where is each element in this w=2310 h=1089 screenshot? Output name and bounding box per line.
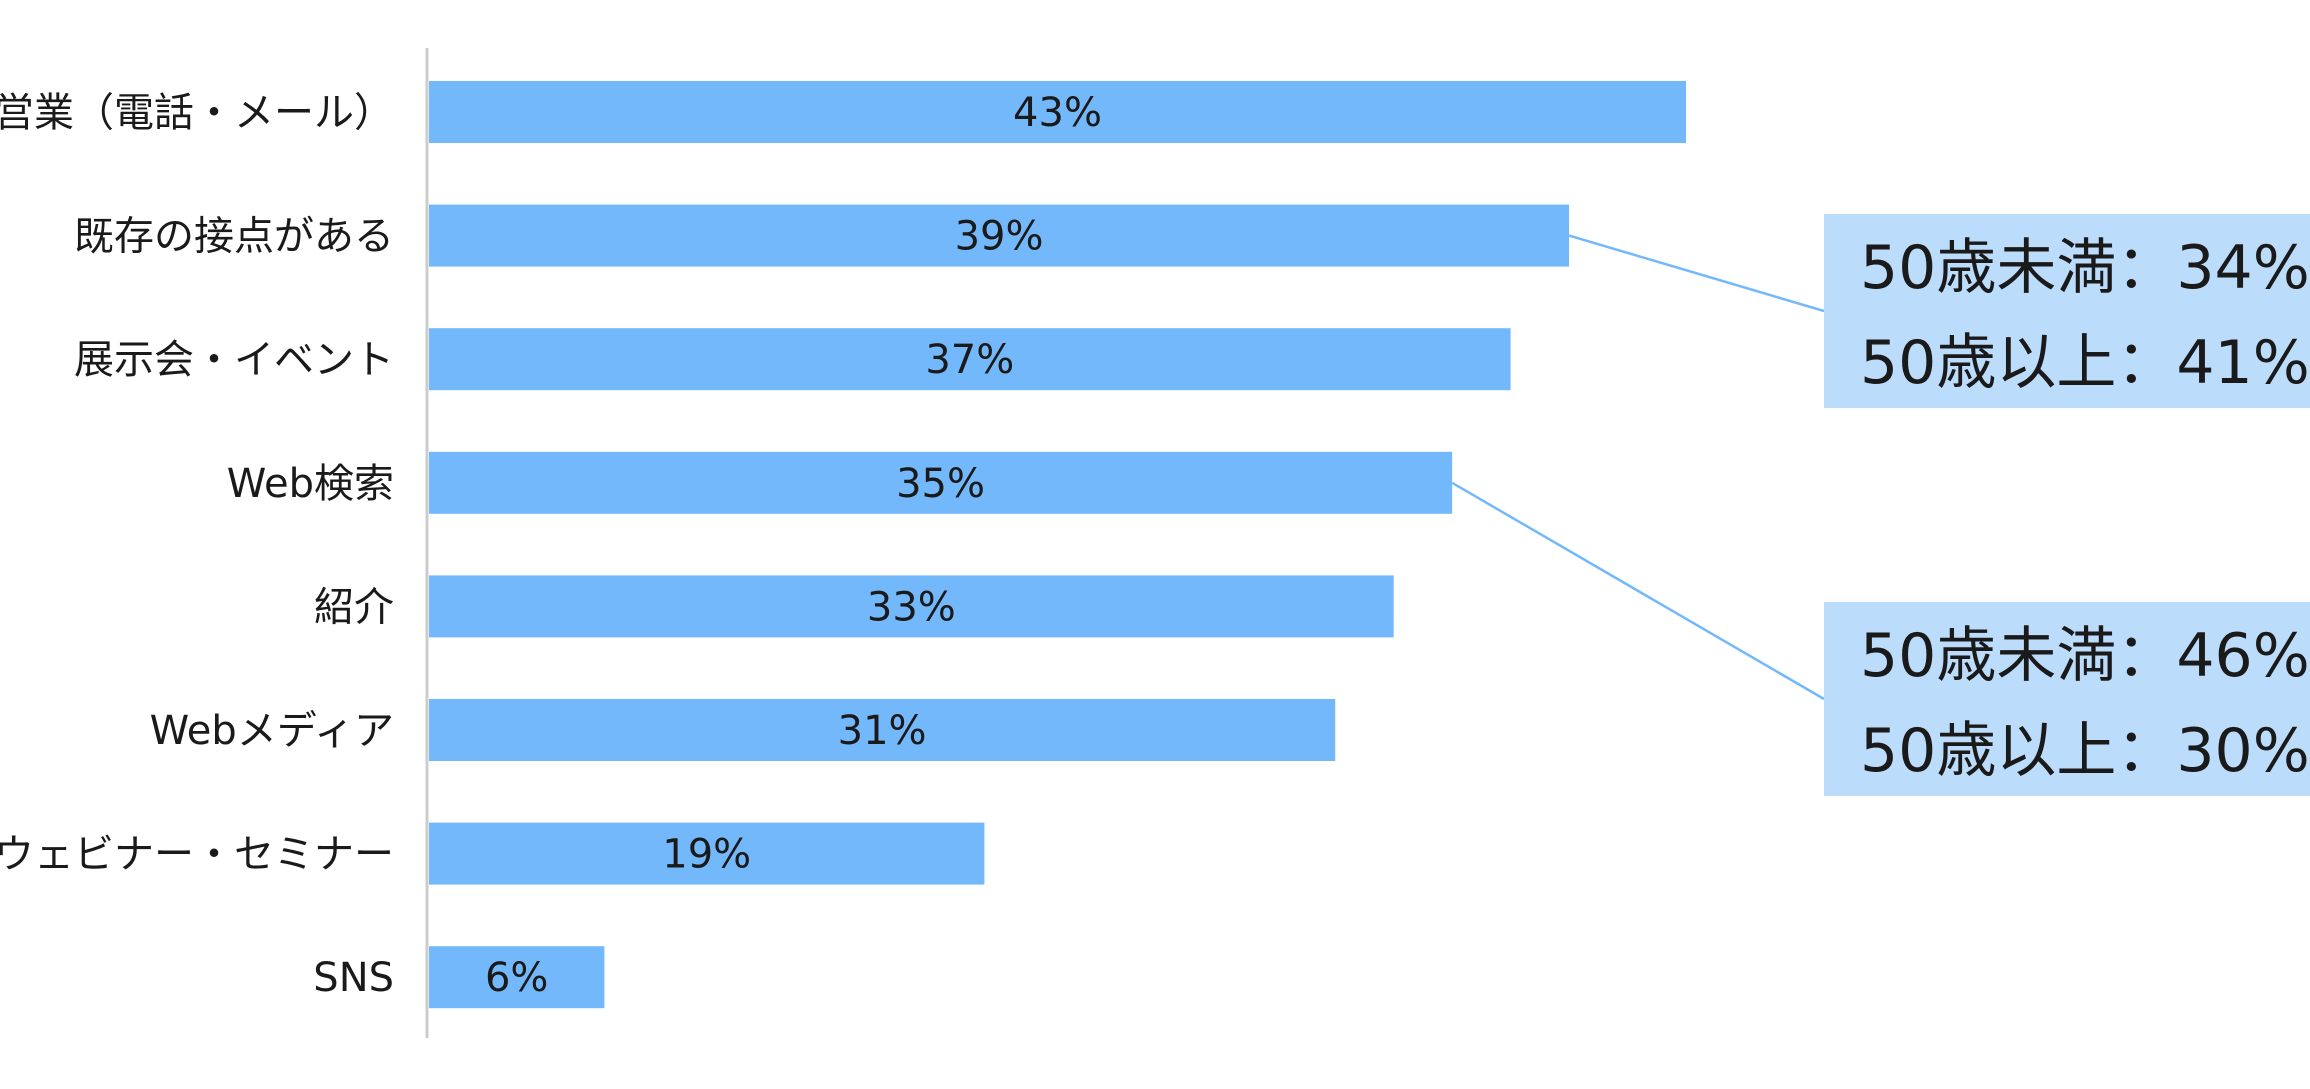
category-label: ウェビナー・セミナー [0,832,394,878]
category-label: SNS [313,955,394,1001]
callout-box [1824,602,2310,796]
callouts-group: 50歳未満：34% 50歳以上：41% 50歳未満：46% 50歳以上：30% [1451,214,2310,796]
bar-value-label: 43% [1013,90,1102,136]
bar [429,946,605,1009]
bar-value-label: 31% [838,708,927,754]
callout-leader-line [1568,234,1825,313]
bar [429,575,1394,638]
callout-leader-line [1451,481,1825,701]
bar [429,328,1511,391]
category-label: 紹介 [314,584,394,630]
bar-value-label: 19% [662,832,751,878]
callout-box [1824,214,2310,408]
callout-text: 50歳未満：34% [1860,233,2310,303]
bar [429,822,985,885]
bar-value-label: 33% [867,584,956,630]
bar [429,204,1570,267]
bar-value-label: 39% [955,214,1044,260]
callout-text: 50歳未満：46% [1860,621,2310,691]
category-label: 展示会・イベント [74,337,394,383]
callout-text: 50歳以上：30% [1860,716,2310,786]
bar-value-label: 35% [896,461,985,507]
bar [429,81,1686,143]
category-label: Web検索 [227,461,394,507]
bar [429,451,1453,514]
bar-value-label: 37% [925,337,1014,383]
category-label: 営業（電話・メール） [0,90,394,136]
bars-group: 営業（電話・メール） 43% 既存の接点がある 39% 展示会・イベント 37% Web検索… [0,81,1686,1009]
bar-value-label: 6% [485,955,548,1001]
callout-text: 50歳以上：41% [1860,328,2310,398]
category-label: 既存の接点がある [74,214,394,260]
bar [429,699,1336,761]
category-label: Webメディア [150,708,394,754]
